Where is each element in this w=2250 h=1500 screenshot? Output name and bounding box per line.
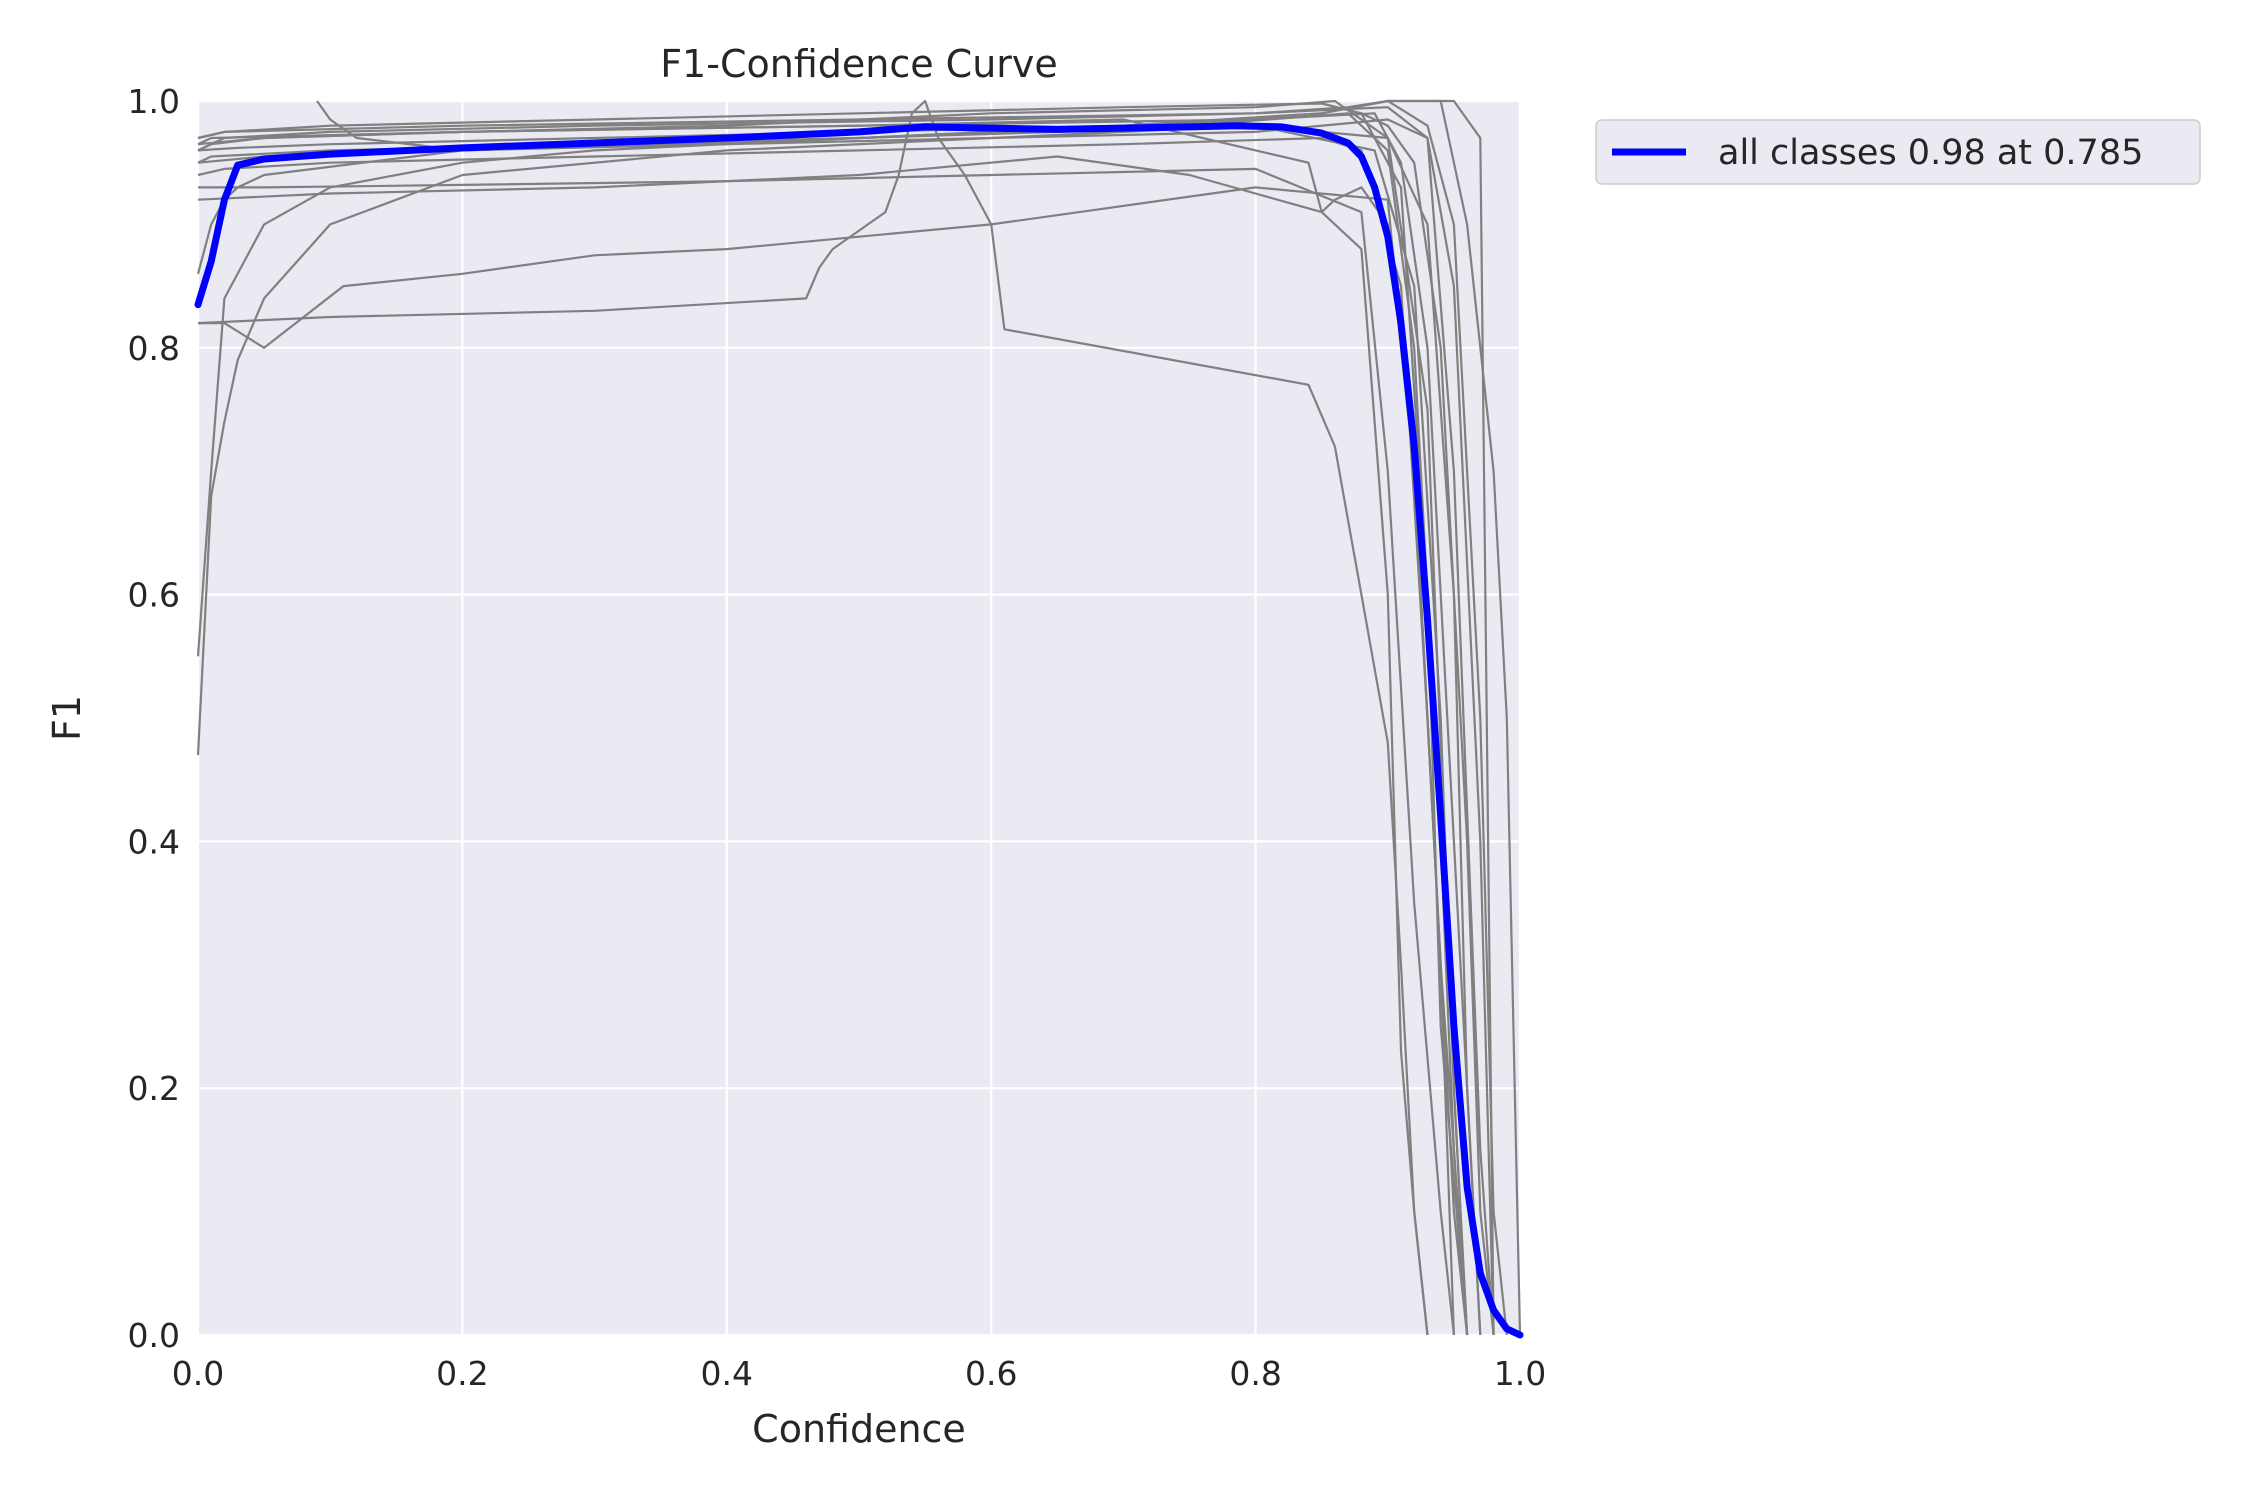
x-tick-label: 0.0 xyxy=(172,1354,224,1393)
x-axis-title: Confidence xyxy=(752,1407,966,1451)
class-curve xyxy=(197,99,1429,1336)
x-tick-label: 0.4 xyxy=(701,1354,753,1393)
all-classes-curve xyxy=(194,122,1524,1339)
plot-area xyxy=(198,101,1520,1335)
legend-label: all classes 0.98 at 0.785 xyxy=(1718,133,2143,173)
chart-title: F1-Confidence Curve xyxy=(660,42,1058,86)
y-axis-title: F1 xyxy=(45,695,89,741)
y-tick-label: 0.2 xyxy=(128,1069,180,1108)
all-classes-curve-group xyxy=(194,122,1524,1339)
legend: all classes 0.98 at 0.785 xyxy=(1595,119,2201,185)
y-tick-label: 0.6 xyxy=(128,576,180,615)
class-curve xyxy=(197,106,1495,1336)
grid-lines xyxy=(196,99,1522,1337)
x-tick-label: 0.8 xyxy=(1229,1354,1281,1393)
y-tick-label: 0.0 xyxy=(128,1316,180,1355)
legend-box xyxy=(1595,119,2201,185)
tick-labels: 0.0 0.2 0.4 0.6 0.8 1.0 0.0 0.2 0.4 0.6 0.8 1.0 xyxy=(128,82,1547,1393)
class-curve xyxy=(198,167,1455,1336)
class-curve xyxy=(197,155,1429,1336)
x-tick-label: 0.6 xyxy=(965,1354,1017,1393)
x-tick-label: 1.0 xyxy=(1494,1354,1546,1393)
x-tick-label: 0.2 xyxy=(436,1354,488,1393)
class-curve xyxy=(196,124,1469,1336)
y-tick-label: 0.4 xyxy=(128,822,180,861)
class-curve xyxy=(197,112,1469,1336)
class-curves xyxy=(196,99,1522,1336)
y-tick-label: 0.8 xyxy=(128,329,180,368)
y-tick-label: 1.0 xyxy=(128,82,180,121)
